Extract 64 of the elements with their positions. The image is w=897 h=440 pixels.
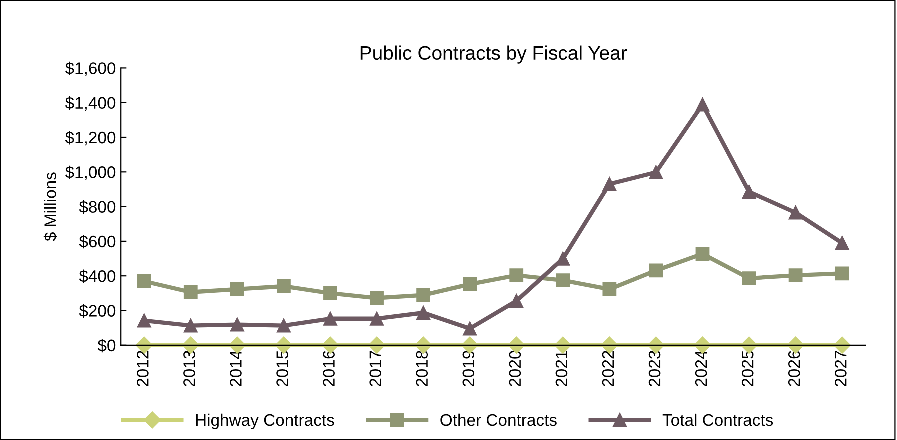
point bbox=[277, 318, 291, 333]
x-tick-label: 2020 bbox=[509, 350, 522, 386]
y-tick-label: $0 bbox=[98, 339, 116, 353]
legend-label: Other Contracts bbox=[440, 414, 557, 426]
point bbox=[324, 312, 338, 326]
x-tick-label: 2012 bbox=[137, 351, 149, 386]
point bbox=[602, 177, 617, 192]
x-tick-label: 2018 bbox=[416, 350, 428, 386]
point bbox=[556, 274, 570, 288]
point bbox=[324, 286, 338, 300]
point bbox=[835, 266, 850, 281]
x-tick-label: 2025 bbox=[742, 350, 754, 386]
point bbox=[370, 312, 384, 326]
point bbox=[370, 291, 384, 306]
point bbox=[510, 294, 524, 308]
point bbox=[835, 236, 850, 250]
chart-title: Public Contracts by Fiscal Year bbox=[360, 46, 628, 64]
point bbox=[742, 185, 756, 200]
x-tick-label: 2027 bbox=[835, 351, 847, 386]
point bbox=[742, 272, 756, 286]
y-tick-label: $600 bbox=[79, 235, 116, 249]
point bbox=[137, 314, 152, 328]
x-tick-label: 2013 bbox=[184, 350, 196, 386]
point bbox=[556, 252, 570, 266]
x-tick-label: 2023 bbox=[648, 350, 661, 386]
point bbox=[230, 318, 244, 332]
y-tick-label: $800 bbox=[79, 200, 116, 214]
point bbox=[184, 285, 198, 300]
point bbox=[228, 336, 246, 354]
x-tick-label: 2019 bbox=[462, 351, 475, 386]
point bbox=[463, 277, 478, 292]
point bbox=[602, 282, 617, 296]
legend-label: Total Contracts bbox=[662, 414, 774, 426]
point bbox=[184, 318, 198, 333]
point bbox=[137, 274, 152, 288]
x-tick-label: 2017 bbox=[370, 351, 382, 386]
y-tick-label: $200 bbox=[79, 304, 116, 318]
point bbox=[416, 288, 430, 302]
x-tick-label: 2014 bbox=[230, 350, 242, 386]
x-tick-label: 2024 bbox=[695, 350, 708, 386]
point bbox=[463, 322, 478, 336]
legend-label: Highway Contracts bbox=[196, 414, 334, 430]
point bbox=[649, 166, 664, 180]
point bbox=[649, 264, 664, 278]
point bbox=[230, 282, 244, 296]
point bbox=[788, 268, 803, 283]
x-tick-label: 2022 bbox=[602, 351, 614, 386]
point bbox=[696, 247, 710, 262]
point bbox=[696, 98, 710, 112]
point bbox=[788, 206, 803, 220]
y-tick-label: $1,000 bbox=[65, 166, 116, 180]
y-tick-label: $400 bbox=[79, 270, 116, 284]
x-tick-label: 2021 bbox=[556, 351, 568, 386]
point bbox=[694, 336, 712, 354]
point bbox=[416, 306, 430, 320]
y-tick-label: $1,600 bbox=[65, 62, 116, 76]
y-axis-title: $ Millions bbox=[44, 172, 58, 242]
x-tick-label: 2015 bbox=[276, 350, 288, 386]
point bbox=[510, 268, 524, 283]
x-tick-label: 2016 bbox=[323, 350, 335, 386]
y-tick-label: $1,200 bbox=[65, 131, 116, 146]
point bbox=[277, 280, 291, 294]
x-tick-label: 2026 bbox=[788, 350, 800, 386]
y-tick-label: $1,400 bbox=[65, 96, 116, 112]
